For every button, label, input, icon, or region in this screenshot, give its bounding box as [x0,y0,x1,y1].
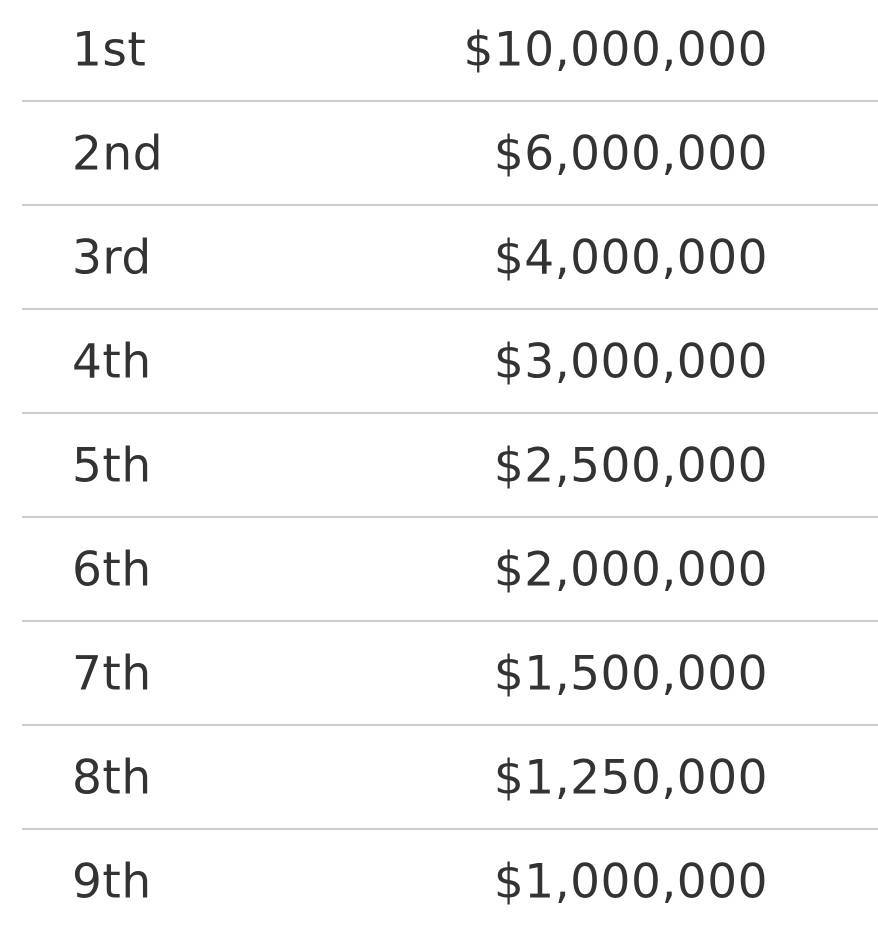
row-divider [22,516,878,518]
prize-amount: $10,000,000 [463,22,768,78]
table-row: 1st $10,000,000 [0,0,878,102]
place-label: 8th [72,750,152,806]
place-label: 5th [72,438,152,494]
table-row: 4th $3,000,000 [0,310,878,414]
place-label: 7th [72,646,152,702]
prize-amount: $6,000,000 [493,126,768,182]
prize-amount: $3,000,000 [493,334,768,390]
row-divider [22,204,878,206]
prize-amount: $4,000,000 [493,230,768,286]
row-divider [22,620,878,622]
place-label: 6th [72,542,152,598]
row-divider [22,828,878,830]
place-label: 1st [72,22,147,78]
prize-amount: $1,250,000 [493,750,768,806]
row-divider [22,100,878,102]
table-row: 9th $1,000,000 [0,830,878,934]
prize-amount: $1,500,000 [493,646,768,702]
row-divider [22,308,878,310]
place-label: 9th [72,854,152,910]
table-row: 8th $1,250,000 [0,726,878,830]
prize-amount: $1,000,000 [493,854,768,910]
table-row: 3rd $4,000,000 [0,206,878,310]
place-label: 2nd [72,126,164,182]
table-row: 7th $1,500,000 [0,622,878,726]
place-label: 3rd [72,230,152,286]
table-row: 6th $2,000,000 [0,518,878,622]
table-row: 2nd $6,000,000 [0,102,878,206]
table-row: 5th $2,500,000 [0,414,878,518]
place-label: 4th [72,334,152,390]
prize-amount: $2,500,000 [493,438,768,494]
prize-amount: $2,000,000 [493,542,768,598]
row-divider [22,724,878,726]
row-divider [22,412,878,414]
